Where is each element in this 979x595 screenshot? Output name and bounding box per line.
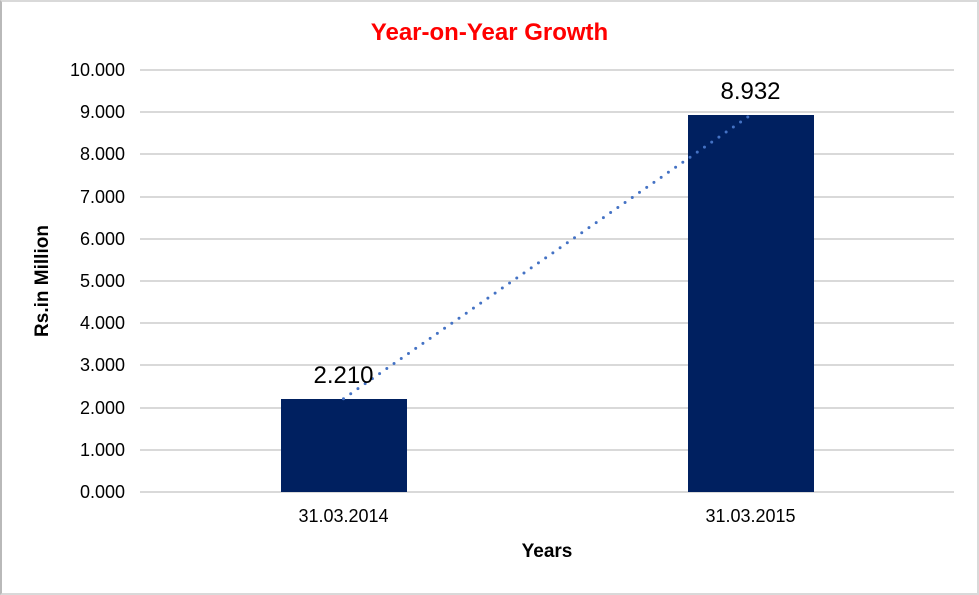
y-axis-tick-label: 5.000	[79, 271, 125, 291]
data-label: 2.210	[313, 361, 374, 389]
gridline	[140, 69, 954, 71]
gridline	[140, 448, 954, 451]
x-axis-title: Years	[521, 541, 573, 562]
y-axis-tick-label: 2.000	[79, 397, 125, 418]
gridline	[140, 364, 954, 367]
gridline	[140, 322, 954, 325]
bar-31.03.2015	[687, 115, 814, 492]
x-axis-category-label: 31.03.2014	[298, 506, 389, 526]
gridline	[140, 237, 954, 240]
bar-31.03.2014	[280, 398, 407, 492]
gridline	[140, 111, 954, 114]
gridline	[140, 195, 954, 198]
gridline	[140, 406, 954, 409]
y-axis-tick-label: 4.000	[79, 313, 125, 334]
y-axis-tick-label: 7.000	[79, 186, 125, 207]
gridline	[140, 153, 954, 156]
gridline	[140, 280, 954, 282]
x-axis-category-label: 31.03.2015	[705, 506, 796, 526]
y-axis-tick-label: 0.000	[79, 482, 125, 502]
chart-title: Year-on-Year Growth	[370, 19, 609, 46]
y-axis-tick-label: 9.000	[79, 102, 125, 123]
plot-area	[140, 69, 954, 493]
y-axis-tick-label: 8.000	[79, 144, 125, 165]
y-axis-tick-label: 1.000	[79, 439, 125, 460]
y-axis-tick-label: 6.000	[79, 228, 125, 249]
y-axis-tick-label: 3.000	[79, 355, 125, 376]
data-label: 8.932	[720, 78, 781, 106]
gridline	[140, 491, 954, 493]
y-axis-tick-label: 10.000	[69, 60, 125, 80]
